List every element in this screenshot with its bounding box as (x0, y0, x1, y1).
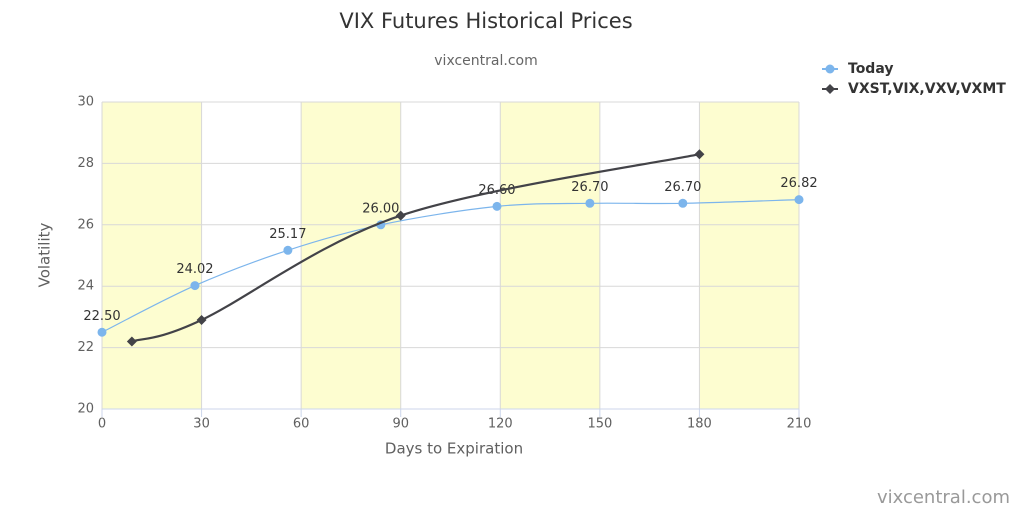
data-point (126, 336, 137, 347)
plot-band (500, 102, 600, 409)
chart-subtitle: vixcentral.com (434, 53, 537, 69)
data-point (678, 198, 688, 208)
data-label: 26.70 (664, 180, 701, 195)
data-label: 26.00 (362, 201, 399, 216)
data-label: 26.70 (571, 180, 608, 195)
plot-band (301, 102, 401, 409)
plot-band (102, 102, 202, 409)
x-axis-label: Days to Expiration (385, 440, 523, 458)
data-point (492, 201, 502, 211)
x-tick-label: 150 (587, 417, 612, 432)
chart-title: VIX Futures Historical Prices (339, 9, 632, 33)
data-label: 25.17 (269, 227, 306, 242)
x-tick-label: 60 (293, 417, 310, 432)
data-point (794, 195, 804, 205)
data-point (283, 245, 293, 255)
data-point (585, 198, 595, 208)
data-point (196, 314, 207, 325)
data-label: 22.50 (83, 309, 120, 324)
x-tick-label: 210 (787, 417, 812, 432)
y-tick-label: 30 (77, 95, 94, 110)
data-point (190, 281, 200, 291)
x-tick-label: 30 (193, 417, 210, 432)
y-tick-label: 26 (77, 217, 94, 232)
credits: vixcentral.com (877, 487, 1010, 508)
data-point (395, 210, 406, 221)
data-point (694, 149, 705, 160)
data-label: 26.82 (780, 176, 817, 191)
series-line (101, 199, 800, 333)
y-tick-label: 22 (77, 340, 94, 355)
x-tick-label: 120 (488, 417, 513, 432)
data-point (97, 327, 107, 337)
y-tick-label: 24 (77, 279, 94, 294)
legend-label: Today (848, 61, 893, 77)
y-axis-label: Volatility (36, 222, 54, 287)
legend-label: VXST,VIX,VXV,VXMT (848, 81, 1006, 97)
x-tick-label: 90 (392, 417, 409, 432)
legend-marker (825, 84, 835, 94)
legend-marker (825, 64, 835, 74)
data-label: 24.02 (176, 262, 213, 277)
plot-band (699, 102, 799, 409)
y-tick-label: 20 (77, 402, 94, 417)
series-line (131, 153, 700, 343)
x-tick-label: 0 (98, 417, 106, 432)
y-tick-label: 28 (77, 156, 94, 171)
x-tick-label: 180 (687, 417, 712, 432)
